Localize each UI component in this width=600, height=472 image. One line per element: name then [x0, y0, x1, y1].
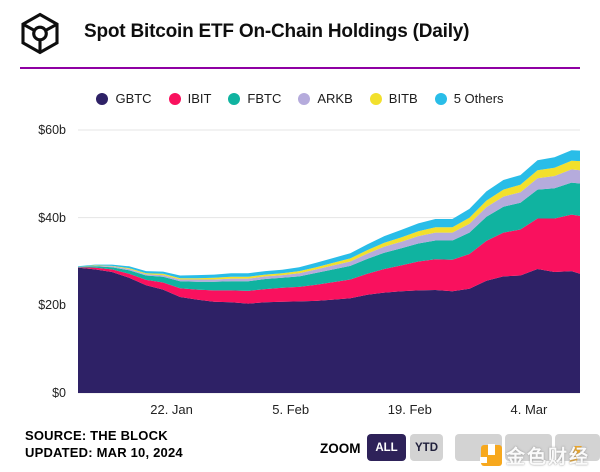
header: Spot Bitcoin ETF On-Chain Holdings (Dail… — [0, 0, 600, 69]
others-dot-icon — [434, 92, 447, 105]
y-axis-tick-label: $20b — [38, 298, 66, 313]
header-divider — [20, 67, 580, 69]
bitb-dot-icon — [369, 92, 382, 105]
y-axis-tick-label: $60b — [38, 123, 66, 137]
legend-label: 5 Others — [453, 91, 504, 106]
zoom-button-obscured-2[interactable] — [505, 434, 552, 461]
fbtc-dot-icon — [228, 92, 241, 105]
zoom-button-obscured-1[interactable] — [455, 434, 502, 461]
x-axis-tick-label: 5. Feb — [272, 402, 310, 417]
zoom-button-all[interactable]: ALL — [367, 434, 406, 461]
y-axis-tick-label: $0 — [52, 386, 66, 400]
legend-item-fbtc[interactable]: FBTC — [228, 91, 281, 106]
legend-item-arkb[interactable]: ARKB — [298, 91, 353, 106]
legend-item-ibit[interactable]: IBIT — [168, 91, 212, 106]
area-series-ibit — [78, 214, 580, 304]
the-block-logo-icon — [21, 12, 59, 55]
area-series-fbtc — [78, 182, 580, 291]
legend-label: GBTC — [115, 91, 152, 106]
chart-plot-area[interactable] — [0, 112, 600, 412]
y-axis-tick-label: $40b — [38, 210, 66, 225]
legend-item-bitb[interactable]: BITB — [369, 91, 418, 106]
chart-legend: GBTC IBIT FBTC ARKB BITB 5 Others — [0, 91, 600, 106]
x-axis-tick-label: 19. Feb — [387, 402, 432, 417]
x-axis-tick-label: 4. Mar — [510, 402, 548, 417]
legend-item-5-others[interactable]: 5 Others — [434, 91, 504, 106]
legend-label: ARKB — [317, 91, 353, 106]
page-title: Spot Bitcoin ETF On-Chain Holdings (Dail… — [84, 21, 470, 42]
updated-label: UPDATED: MAR 10, 2024 — [25, 445, 183, 460]
legend-label: BITB — [388, 91, 418, 106]
zoom-button-obscured-3[interactable] — [555, 434, 600, 461]
legend-item-gbtc[interactable]: GBTC — [96, 91, 152, 106]
legend-label: FBTC — [247, 91, 282, 106]
ibit-dot-icon — [168, 92, 181, 105]
area-series-gbtc — [78, 267, 580, 393]
gbtc-dot-icon — [96, 92, 109, 105]
stacked-area-chart — [78, 129, 580, 394]
x-axis-tick-label: 22. Jan — [150, 402, 193, 417]
legend-label: IBIT — [187, 91, 212, 106]
arkb-dot-icon — [298, 92, 311, 105]
zoom-button-ytd[interactable]: YTD — [410, 434, 443, 461]
source-attribution: SOURCE: THE BLOCK UPDATED: MAR 10, 2024 — [25, 427, 183, 461]
zoom-label: ZOOM — [320, 441, 361, 456]
source-label: SOURCE: THE BLOCK — [25, 428, 168, 443]
